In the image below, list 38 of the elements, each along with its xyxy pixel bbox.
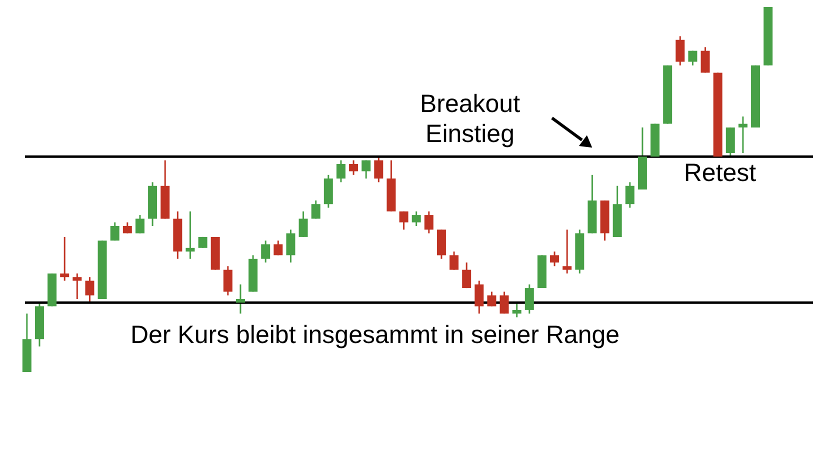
candlestick (236, 284, 245, 314)
annotation: Der Kurs bleibt insgesammt in seiner Range (130, 321, 620, 349)
candlestick (298, 210, 308, 238)
candlestick (374, 156, 384, 183)
candlestick (349, 160, 358, 176)
candlestick (474, 280, 484, 314)
candlestick (135, 214, 144, 234)
candlestick (625, 181, 634, 208)
candlestick (85, 276, 94, 304)
candlestick (500, 290, 509, 314)
candlestick (261, 240, 270, 264)
annotation: Breakout Einstieg (420, 90, 520, 148)
candlestick (72, 272, 82, 300)
candlestick (362, 160, 371, 180)
annotation: Retest (684, 159, 756, 187)
candlestick (424, 210, 434, 234)
candlestick (274, 240, 283, 256)
candlestick (122, 222, 132, 234)
candlestick (738, 116, 748, 154)
candlestick (286, 228, 296, 264)
candlestick (336, 160, 346, 183)
candlestick (223, 265, 232, 296)
candlestick (462, 262, 472, 289)
candlestick (676, 35, 685, 66)
candlestick (688, 50, 698, 66)
candlestick (412, 210, 421, 227)
candlestick (524, 284, 534, 314)
candlestick (186, 210, 195, 260)
candlestick (487, 290, 496, 308)
candlestick (110, 222, 120, 242)
candlestick (399, 210, 408, 230)
candlestick (700, 46, 710, 74)
candlestick (512, 302, 522, 318)
candlestick (60, 236, 70, 282)
candlestick (311, 200, 320, 220)
candlestick (562, 228, 572, 274)
candlestick (550, 250, 560, 267)
candlestick (450, 250, 459, 271)
